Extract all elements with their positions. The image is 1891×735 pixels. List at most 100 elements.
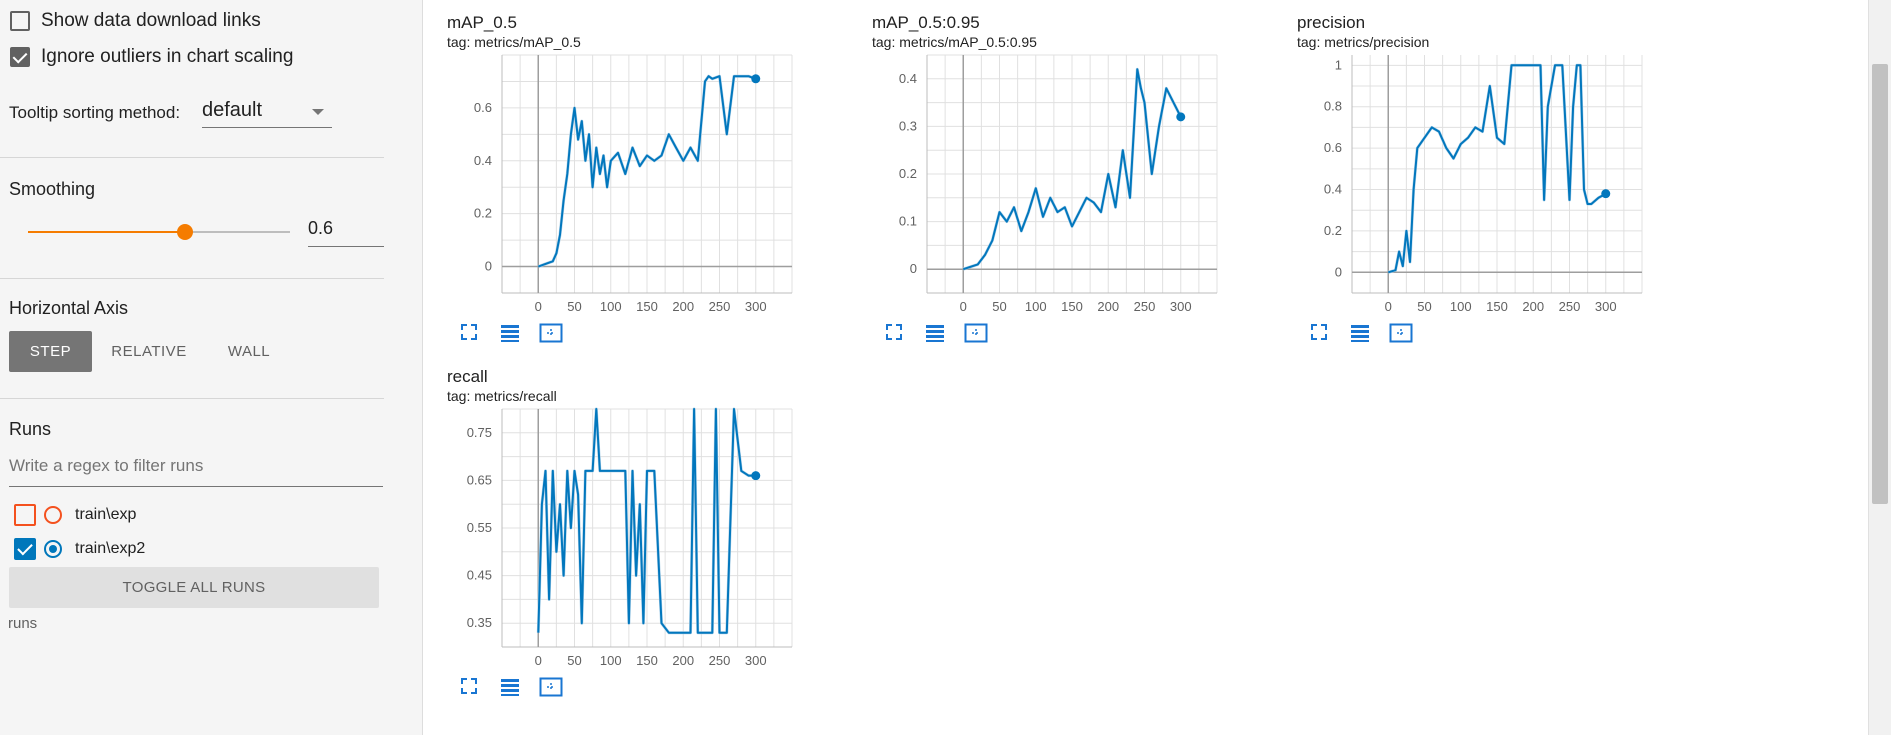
- tooltip-sorting-select[interactable]: default: [202, 97, 332, 128]
- chart-plot: 0 50 100 150 200 250 300 0.35 0.45 0.55 0.65 0.75: [467, 407, 793, 668]
- fit-screen-icon[interactable]: [457, 673, 485, 701]
- tooltip-sorting-value: default: [202, 99, 263, 121]
- scrollbar-thumb[interactable]: [1872, 64, 1888, 504]
- series-endpoint-marker[interactable]: [1176, 112, 1186, 122]
- zoom-fit-icon[interactable]: [537, 673, 565, 701]
- y-tick-label: 0: [910, 261, 917, 276]
- series-endpoint-marker[interactable]: [751, 471, 761, 481]
- x-tick-label: 300: [745, 653, 767, 668]
- chart-plot: 0 50 100 150 200 250 300 0 0.1 0.2 0.3 0.4: [899, 54, 1218, 314]
- series-line[interactable]: [962, 68, 1182, 271]
- toggle-all-runs-button[interactable]: TOGGLE ALL RUNS: [9, 567, 379, 608]
- series-endpoint-marker[interactable]: [1601, 189, 1611, 199]
- y-tick-label: 0.45: [467, 568, 492, 583]
- run-name: train\exp2: [75, 540, 146, 557]
- data-table-icon[interactable]: [497, 319, 525, 347]
- axis-wall-button[interactable]: WALL: [227, 343, 271, 360]
- y-tick-label: 0.35: [467, 615, 492, 630]
- fit-screen-icon[interactable]: [1307, 319, 1335, 347]
- y-tick-label: 0.2: [899, 166, 917, 181]
- chart-tag: tag: metrics/precision: [1297, 34, 1430, 50]
- y-tick-label: 0.3: [899, 118, 917, 133]
- run-filter-input[interactable]: Write a regex to filter runs: [9, 456, 383, 487]
- y-tick-label: 0.55: [467, 520, 492, 535]
- ignore-outliers-option[interactable]: Ignore outliers in chart scaling: [10, 46, 293, 68]
- run-checkbox[interactable]: [14, 504, 36, 526]
- chart-tag: tag: metrics/mAP_0.5: [447, 34, 581, 50]
- data-table-icon[interactable]: [1347, 319, 1375, 347]
- series-line[interactable]: [537, 75, 757, 268]
- y-tick-label: 0.4: [1324, 182, 1342, 197]
- zoom-fit-icon[interactable]: [1387, 319, 1415, 347]
- y-tick-label: 1: [1335, 57, 1342, 72]
- x-tick-label: 100: [600, 653, 622, 668]
- data-table-icon[interactable]: [922, 319, 950, 347]
- x-tick-label: 100: [1025, 299, 1047, 314]
- run-color-radio[interactable]: [44, 540, 62, 558]
- series-line[interactable]: [537, 408, 756, 634]
- x-tick-label: 250: [709, 653, 731, 668]
- axis-relative-button[interactable]: RELATIVE: [111, 343, 187, 360]
- chart-toolbar: [457, 319, 577, 347]
- y-tick-label: 0.4: [899, 71, 917, 86]
- y-tick-label: 0.6: [1324, 140, 1342, 155]
- chart-card-map05095: mAP_0.5:0.95 tag: metrics/mAP_0.5:0.95 0…: [872, 13, 1272, 353]
- chart-title: mAP_0.5: [447, 13, 517, 32]
- smoothing-slider[interactable]: [28, 224, 290, 240]
- x-tick-label: 50: [567, 653, 581, 668]
- show-download-links-option[interactable]: Show data download links: [10, 10, 261, 32]
- chart-card-precision: precision tag: metrics/precision 0 50 100 1…: [1297, 13, 1697, 353]
- x-tick-label: 300: [1170, 299, 1192, 314]
- x-tick-label: 200: [672, 653, 694, 668]
- y-tick-label: 0.65: [467, 472, 492, 487]
- run-item[interactable]: train\exp2: [14, 538, 145, 560]
- show-download-links-label: Show data download links: [41, 10, 261, 31]
- chart-toolbar: [1307, 319, 1427, 347]
- runs-footer: runs: [8, 615, 38, 632]
- x-tick-label: 300: [745, 299, 767, 314]
- smoothing-label: Smoothing: [9, 179, 96, 199]
- divider: [0, 398, 384, 399]
- chart-tag: tag: metrics/mAP_0.5:0.95: [872, 34, 1037, 50]
- scrollbar[interactable]: [1868, 0, 1891, 735]
- x-tick-label: 150: [636, 653, 658, 668]
- divider: [0, 157, 384, 158]
- y-tick-label: 0.2: [1324, 223, 1342, 238]
- x-tick-label: 0: [535, 653, 542, 668]
- y-tick-label: 0.8: [1324, 99, 1342, 114]
- zoom-fit-icon[interactable]: [962, 319, 990, 347]
- chart-title: mAP_0.5:0.95: [872, 13, 980, 32]
- x-tick-label: 150: [1061, 299, 1083, 314]
- run-item[interactable]: train\exp: [14, 504, 136, 526]
- x-tick-label: 250: [709, 299, 731, 314]
- fit-screen-icon[interactable]: [882, 319, 910, 347]
- smoothing-slider-handle[interactable]: [177, 224, 194, 240]
- run-color-radio[interactable]: [44, 506, 62, 524]
- fit-screen-icon[interactable]: [457, 319, 485, 347]
- y-tick-label: 0: [1335, 264, 1342, 279]
- run-name: train\exp: [75, 506, 137, 523]
- x-tick-label: 250: [1559, 299, 1581, 314]
- x-tick-label: 150: [636, 299, 658, 314]
- y-tick-label: 0.2: [474, 206, 492, 221]
- sidebar: Show data download links Ignore outliers…: [0, 0, 423, 735]
- x-tick-label: 200: [672, 299, 694, 314]
- x-tick-label: 50: [992, 299, 1006, 314]
- series-line[interactable]: [1388, 64, 1607, 274]
- y-tick-label: 0.75: [467, 425, 492, 440]
- divider: [0, 278, 384, 279]
- ignore-outliers-checkbox[interactable]: [10, 47, 30, 67]
- data-table-icon[interactable]: [497, 673, 525, 701]
- zoom-fit-icon[interactable]: [537, 319, 565, 347]
- smoothing-input[interactable]: 0.6: [308, 218, 384, 247]
- chart-title: recall: [447, 367, 488, 386]
- show-download-links-checkbox[interactable]: [10, 11, 30, 31]
- series-endpoint-marker[interactable]: [751, 74, 761, 84]
- x-tick-label: 300: [1595, 299, 1617, 314]
- x-tick-label: 250: [1134, 299, 1156, 314]
- x-tick-label: 100: [600, 299, 622, 314]
- x-tick-label: 200: [1097, 299, 1119, 314]
- runs-label: Runs: [9, 419, 52, 439]
- run-checkbox[interactable]: [14, 538, 36, 560]
- axis-step-button[interactable]: STEP: [9, 331, 92, 372]
